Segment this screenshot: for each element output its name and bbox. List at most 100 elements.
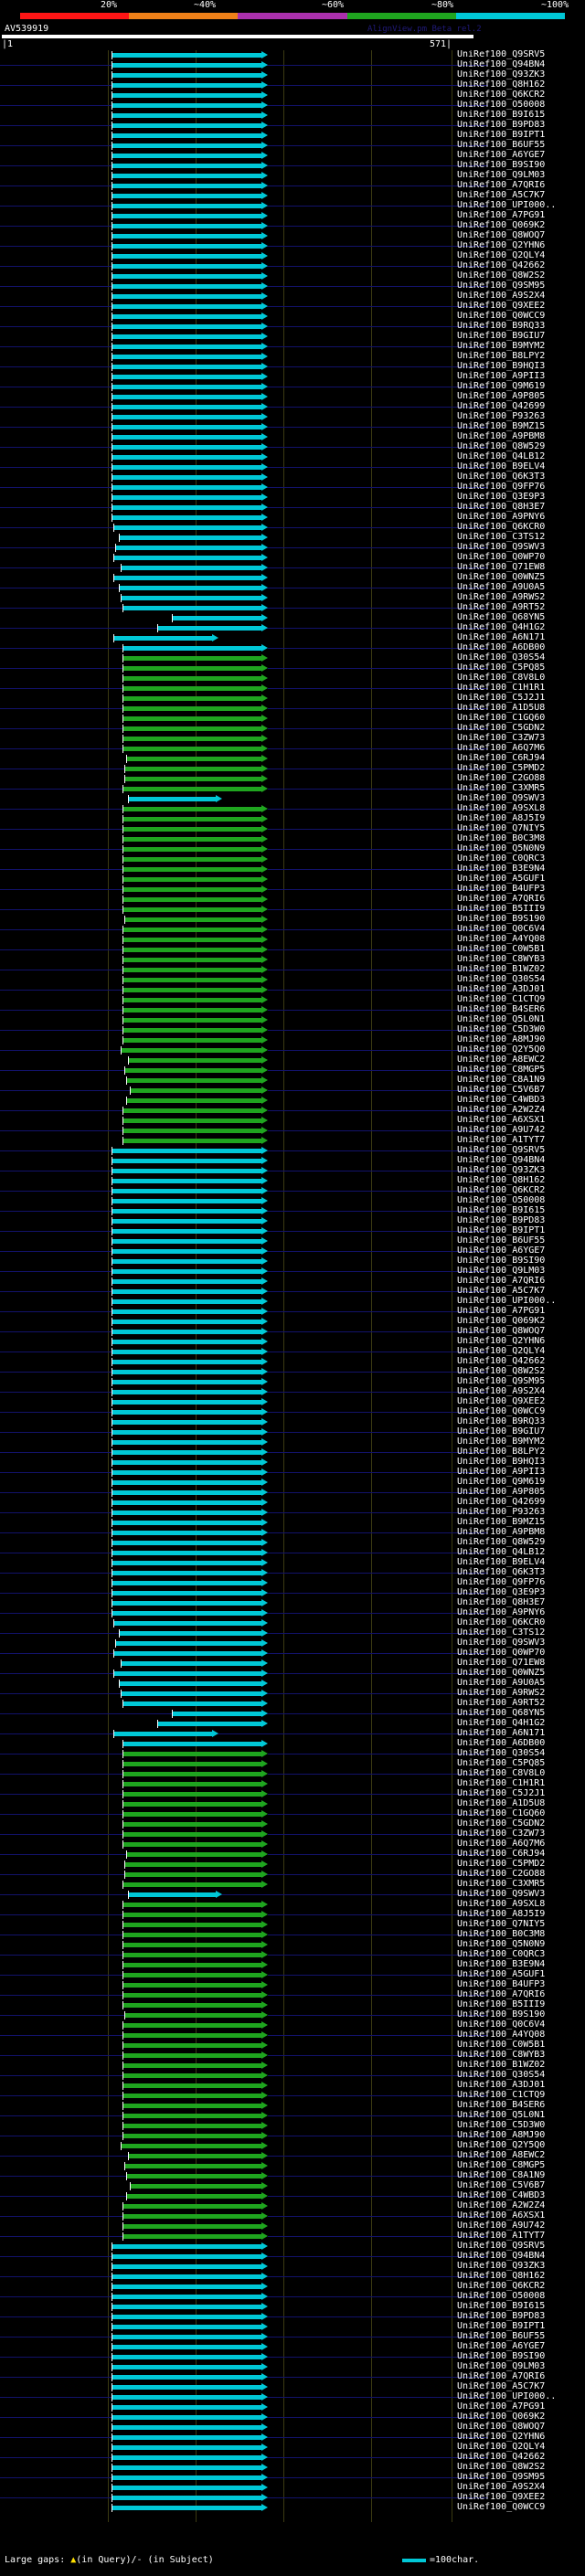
hit-row[interactable]: UniRef100_Q2QLY4 bbox=[0, 250, 585, 261]
hit-row[interactable]: UniRef100_A6Q7M6 bbox=[0, 743, 585, 754]
hit-label[interactable]: UniRef100_A5C7K7 bbox=[457, 2381, 546, 2391]
hit-row[interactable]: UniRef100_C3ZW73 bbox=[0, 733, 585, 744]
hit-row[interactable]: UniRef100_C2GO88 bbox=[0, 1869, 585, 1880]
hit-row[interactable]: UniRef100_C1H1R1 bbox=[0, 1778, 585, 1789]
hit-row[interactable]: UniRef100_Q0WP70 bbox=[0, 552, 585, 563]
hit-label[interactable]: UniRef100_Q9SM95 bbox=[457, 1376, 546, 1386]
hit-label[interactable]: UniRef100_Q30S54 bbox=[457, 974, 546, 984]
hit-row[interactable]: UniRef100_C1CTQ9 bbox=[0, 2090, 585, 2101]
hit-row[interactable]: UniRef100_C6RJ94 bbox=[0, 1849, 585, 1860]
hit-label[interactable]: UniRef100_C2GO88 bbox=[457, 773, 546, 783]
hsp-bar[interactable] bbox=[123, 1923, 261, 1927]
hit-row[interactable]: UniRef100_A4YQ08 bbox=[0, 2030, 585, 2041]
hit-label[interactable]: UniRef100_A9PNY6 bbox=[457, 1607, 546, 1617]
hsp-bar[interactable] bbox=[123, 867, 261, 872]
hit-row[interactable]: UniRef100_C2GO88 bbox=[0, 773, 585, 784]
hit-label[interactable]: UniRef100_Q9LM03 bbox=[457, 170, 546, 180]
hit-row[interactable]: UniRef100_P93263 bbox=[0, 1507, 585, 1518]
hit-label[interactable]: UniRef100_Q42662 bbox=[457, 1356, 546, 1366]
hsp-bar[interactable] bbox=[112, 2435, 261, 2440]
hit-label[interactable]: UniRef100_A6N171 bbox=[457, 632, 546, 642]
hit-row[interactable]: UniRef100_Q8H3E7 bbox=[0, 502, 585, 513]
hit-label[interactable]: UniRef100_Q6KCR0 bbox=[457, 1617, 546, 1627]
hit-label[interactable]: UniRef100_B8LPY2 bbox=[457, 1447, 546, 1457]
hsp-bar[interactable] bbox=[112, 294, 261, 299]
hsp-bar[interactable] bbox=[112, 2274, 261, 2279]
hit-label[interactable]: UniRef100_A9PII3 bbox=[457, 1467, 546, 1477]
hsp-bar[interactable] bbox=[123, 696, 261, 701]
hsp-bar[interactable] bbox=[123, 847, 261, 852]
hit-label[interactable]: UniRef100_Q2QLY4 bbox=[457, 2442, 546, 2452]
hsp-bar[interactable] bbox=[112, 264, 261, 269]
hsp-bar[interactable] bbox=[123, 2234, 261, 2239]
hsp-bar[interactable] bbox=[123, 2043, 261, 2048]
hit-row[interactable]: UniRef100_B9SI90 bbox=[0, 160, 585, 171]
hit-row[interactable]: UniRef100_A9S2X4 bbox=[0, 2482, 585, 2493]
hsp-bar[interactable] bbox=[112, 515, 261, 520]
hit-label[interactable]: UniRef100_A9S2X4 bbox=[457, 1386, 546, 1396]
hit-label[interactable]: UniRef100_C8A1N9 bbox=[457, 1075, 546, 1085]
hit-label[interactable]: UniRef100_A8EWC2 bbox=[457, 2150, 546, 2160]
hit-label[interactable]: UniRef100_A9PBM8 bbox=[457, 1527, 546, 1537]
hit-row[interactable]: UniRef100_A6YGE7 bbox=[0, 2341, 585, 2352]
hit-row[interactable]: UniRef100_Q4LB12 bbox=[0, 451, 585, 462]
hit-label[interactable]: UniRef100_Q2YHN6 bbox=[457, 240, 546, 250]
hsp-bar[interactable] bbox=[120, 535, 261, 540]
hit-label[interactable]: UniRef100_C0QRC3 bbox=[457, 853, 546, 864]
hit-row[interactable]: UniRef100_C5PMD2 bbox=[0, 763, 585, 774]
hit-row[interactable]: UniRef100_Q6K3T3 bbox=[0, 1567, 585, 1578]
hsp-bar[interactable] bbox=[123, 1139, 261, 1143]
hsp-bar[interactable] bbox=[122, 1661, 261, 1666]
hit-label[interactable]: UniRef100_Q8W529 bbox=[457, 1537, 546, 1547]
hit-label[interactable]: UniRef100_B3E9N4 bbox=[457, 1959, 546, 1969]
hit-label[interactable]: UniRef100_C1GQ60 bbox=[457, 1808, 546, 1818]
hit-label[interactable]: UniRef100_Q4LB12 bbox=[457, 1547, 546, 1557]
hsp-bar[interactable] bbox=[123, 988, 261, 992]
hit-label[interactable]: UniRef100_A6XSX1 bbox=[457, 2210, 546, 2221]
hit-label[interactable]: UniRef100_UPI000.. bbox=[457, 2391, 557, 2401]
hsp-bar[interactable] bbox=[123, 1832, 261, 1837]
hit-row[interactable]: UniRef100_C1H1R1 bbox=[0, 683, 585, 694]
hit-label[interactable]: UniRef100_A9U0A5 bbox=[457, 582, 546, 592]
hit-row[interactable]: UniRef100_A6Q7M6 bbox=[0, 1839, 585, 1850]
hit-label[interactable]: UniRef100_A5C7K7 bbox=[457, 190, 546, 200]
hsp-bar[interactable] bbox=[123, 1018, 261, 1023]
hit-label[interactable]: UniRef100_C8MGP5 bbox=[457, 2160, 546, 2170]
hsp-bar[interactable] bbox=[123, 2073, 261, 2078]
hsp-bar[interactable] bbox=[112, 1350, 261, 1354]
hsp-bar[interactable] bbox=[123, 857, 261, 862]
hit-row[interactable]: UniRef100_Q8WOQ7 bbox=[0, 1326, 585, 1337]
hit-row[interactable]: UniRef100_C5PMD2 bbox=[0, 1859, 585, 1870]
hsp-bar[interactable] bbox=[112, 1219, 261, 1224]
hsp-bar[interactable] bbox=[123, 2003, 261, 2008]
hsp-bar[interactable] bbox=[112, 2385, 261, 2390]
hit-label[interactable]: UniRef100_B9HQI3 bbox=[457, 361, 546, 371]
hsp-bar[interactable] bbox=[112, 2475, 261, 2480]
hit-label[interactable]: UniRef100_B6UF55 bbox=[457, 2331, 546, 2341]
hit-row[interactable]: UniRef100_Q9SWV3 bbox=[0, 1889, 585, 1900]
hit-row[interactable]: UniRef100_B9PD83 bbox=[0, 2311, 585, 2322]
hsp-bar[interactable] bbox=[123, 2224, 261, 2229]
hsp-bar[interactable] bbox=[112, 345, 261, 349]
hsp-bar[interactable] bbox=[112, 1199, 261, 1203]
hsp-bar[interactable] bbox=[112, 455, 261, 460]
hit-label[interactable]: UniRef100_Q7NIY5 bbox=[457, 823, 546, 833]
hsp-bar[interactable] bbox=[125, 767, 261, 771]
hit-row[interactable]: UniRef100_Q4LB12 bbox=[0, 1547, 585, 1558]
hit-row[interactable]: UniRef100_C5D3W0 bbox=[0, 2120, 585, 2131]
hsp-bar[interactable] bbox=[112, 1601, 261, 1606]
hsp-bar[interactable] bbox=[123, 747, 261, 751]
hit-label[interactable]: UniRef100_Q5L0N1 bbox=[457, 2110, 546, 2120]
hit-label[interactable]: UniRef100_Q0WNZ5 bbox=[457, 1668, 546, 1678]
hsp-bar[interactable] bbox=[123, 1812, 261, 1817]
hit-label[interactable]: UniRef100_Q7NIY5 bbox=[457, 1919, 546, 1929]
hit-row[interactable]: UniRef100_Q8W2S2 bbox=[0, 1366, 585, 1377]
hsp-bar[interactable] bbox=[125, 1068, 261, 1073]
hsp-bar[interactable] bbox=[112, 2365, 261, 2369]
hsp-bar[interactable] bbox=[122, 1048, 261, 1053]
hit-label[interactable]: UniRef100_A8J5I9 bbox=[457, 1909, 546, 1919]
hit-label[interactable]: UniRef100_O50008 bbox=[457, 1195, 546, 1205]
hit-label[interactable]: UniRef100_B9S190 bbox=[457, 2009, 546, 2019]
hit-label[interactable]: UniRef100_A9SXL8 bbox=[457, 803, 546, 813]
hit-row[interactable]: UniRef100_A9PII3 bbox=[0, 1467, 585, 1478]
